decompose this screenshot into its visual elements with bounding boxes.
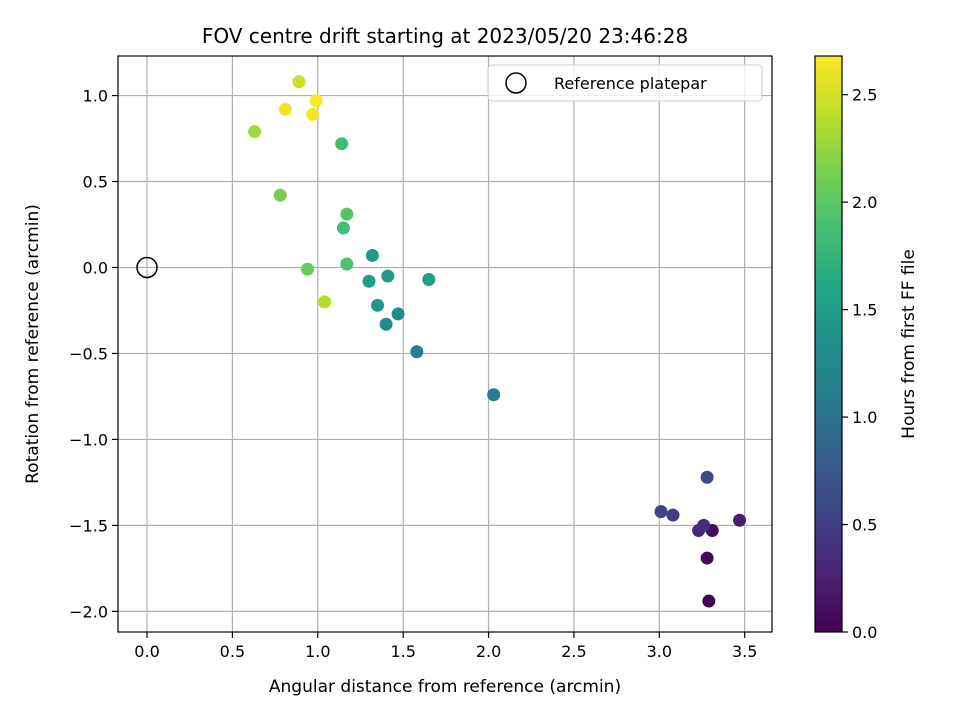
colorbar-label: Hours from first FF file: [899, 249, 919, 439]
scatter-point: [292, 75, 306, 89]
plot-area: 0.0 0.5 1.0 1.5 2.0 2.5 3.0 3.5 1.0 0.5 0.0 −0.5 −1.…: [69, 55, 773, 661]
x-tick-label: 1.5: [390, 642, 415, 661]
reference-point-marker: [136, 256, 158, 279]
scatter-point: [697, 518, 711, 532]
y-tick-label: −1.0: [69, 430, 108, 449]
scatter-point: [654, 505, 668, 519]
legend: Reference platepar: [487, 64, 763, 102]
x-tick-label: 3.5: [732, 642, 757, 661]
scatter-point: [733, 513, 747, 527]
colorbar-tick-label: 0.0: [852, 623, 877, 642]
y-tick-label: −1.5: [69, 516, 108, 535]
y-tick-label: −2.0: [69, 602, 108, 621]
scatter-point: [362, 274, 376, 288]
plot-frame: [117, 55, 773, 633]
x-tick-label: 0.0: [134, 642, 159, 661]
scatter-point: [309, 94, 323, 108]
colorbar-tick-label: 2.0: [852, 193, 877, 212]
colorbar-tick-label: 2.5: [852, 86, 877, 105]
scatter-point: [306, 107, 320, 121]
y-tick-label: 0.0: [83, 258, 108, 277]
scatter-point: [248, 125, 262, 139]
y-axis-label: Rotation from reference (arcmin): [23, 204, 43, 484]
y-tick-label: 1.0: [83, 87, 108, 106]
scatter-point: [700, 551, 714, 565]
scatter-point: [336, 221, 350, 235]
y-tick-label: 0.5: [83, 173, 108, 192]
scatter-point: [666, 508, 680, 522]
scatter-point: [381, 269, 395, 283]
scatter-point: [335, 137, 349, 151]
scatter-point: [340, 207, 354, 221]
legend-box: [487, 64, 763, 102]
scatter-point: [318, 295, 332, 309]
colorbar-tick-label: 1.0: [852, 408, 877, 427]
x-axis-label: Angular distance from reference (arcmin): [269, 677, 621, 697]
y-tick-label: −0.5: [69, 344, 108, 363]
scatter-point: [702, 594, 716, 608]
scatter-point: [365, 248, 379, 262]
colorbar-tick-label: 1.5: [852, 301, 877, 320]
scatter-point: [410, 345, 424, 359]
chart-title: FOV centre drift starting at 2023/05/20 …: [202, 24, 688, 48]
scatter-point: [273, 188, 287, 202]
scatter-point: [371, 298, 385, 312]
x-tick-label: 3.0: [647, 642, 672, 661]
scatter-point: [422, 273, 436, 287]
scatter-point: [340, 257, 354, 271]
scatter-point: [379, 317, 393, 331]
legend-marker: [505, 72, 527, 94]
x-tick-label: 0.5: [220, 642, 245, 661]
scatter-point: [301, 262, 315, 276]
scatter-point: [487, 388, 501, 402]
scatter-point: [391, 307, 405, 321]
legend-label: Reference platepar: [554, 74, 707, 93]
scatter-point: [700, 470, 714, 484]
x-tick-label: 2.5: [561, 642, 586, 661]
colorbar-gradient: [814, 55, 843, 633]
x-tick-label: 2.0: [476, 642, 501, 661]
x-tick-label: 1.0: [305, 642, 330, 661]
colorbar-tick-label: 0.5: [852, 516, 877, 535]
colorbar: 0.0 0.5 1.0 1.5 2.0 2.5: [814, 55, 877, 642]
scatter-point: [278, 102, 292, 116]
